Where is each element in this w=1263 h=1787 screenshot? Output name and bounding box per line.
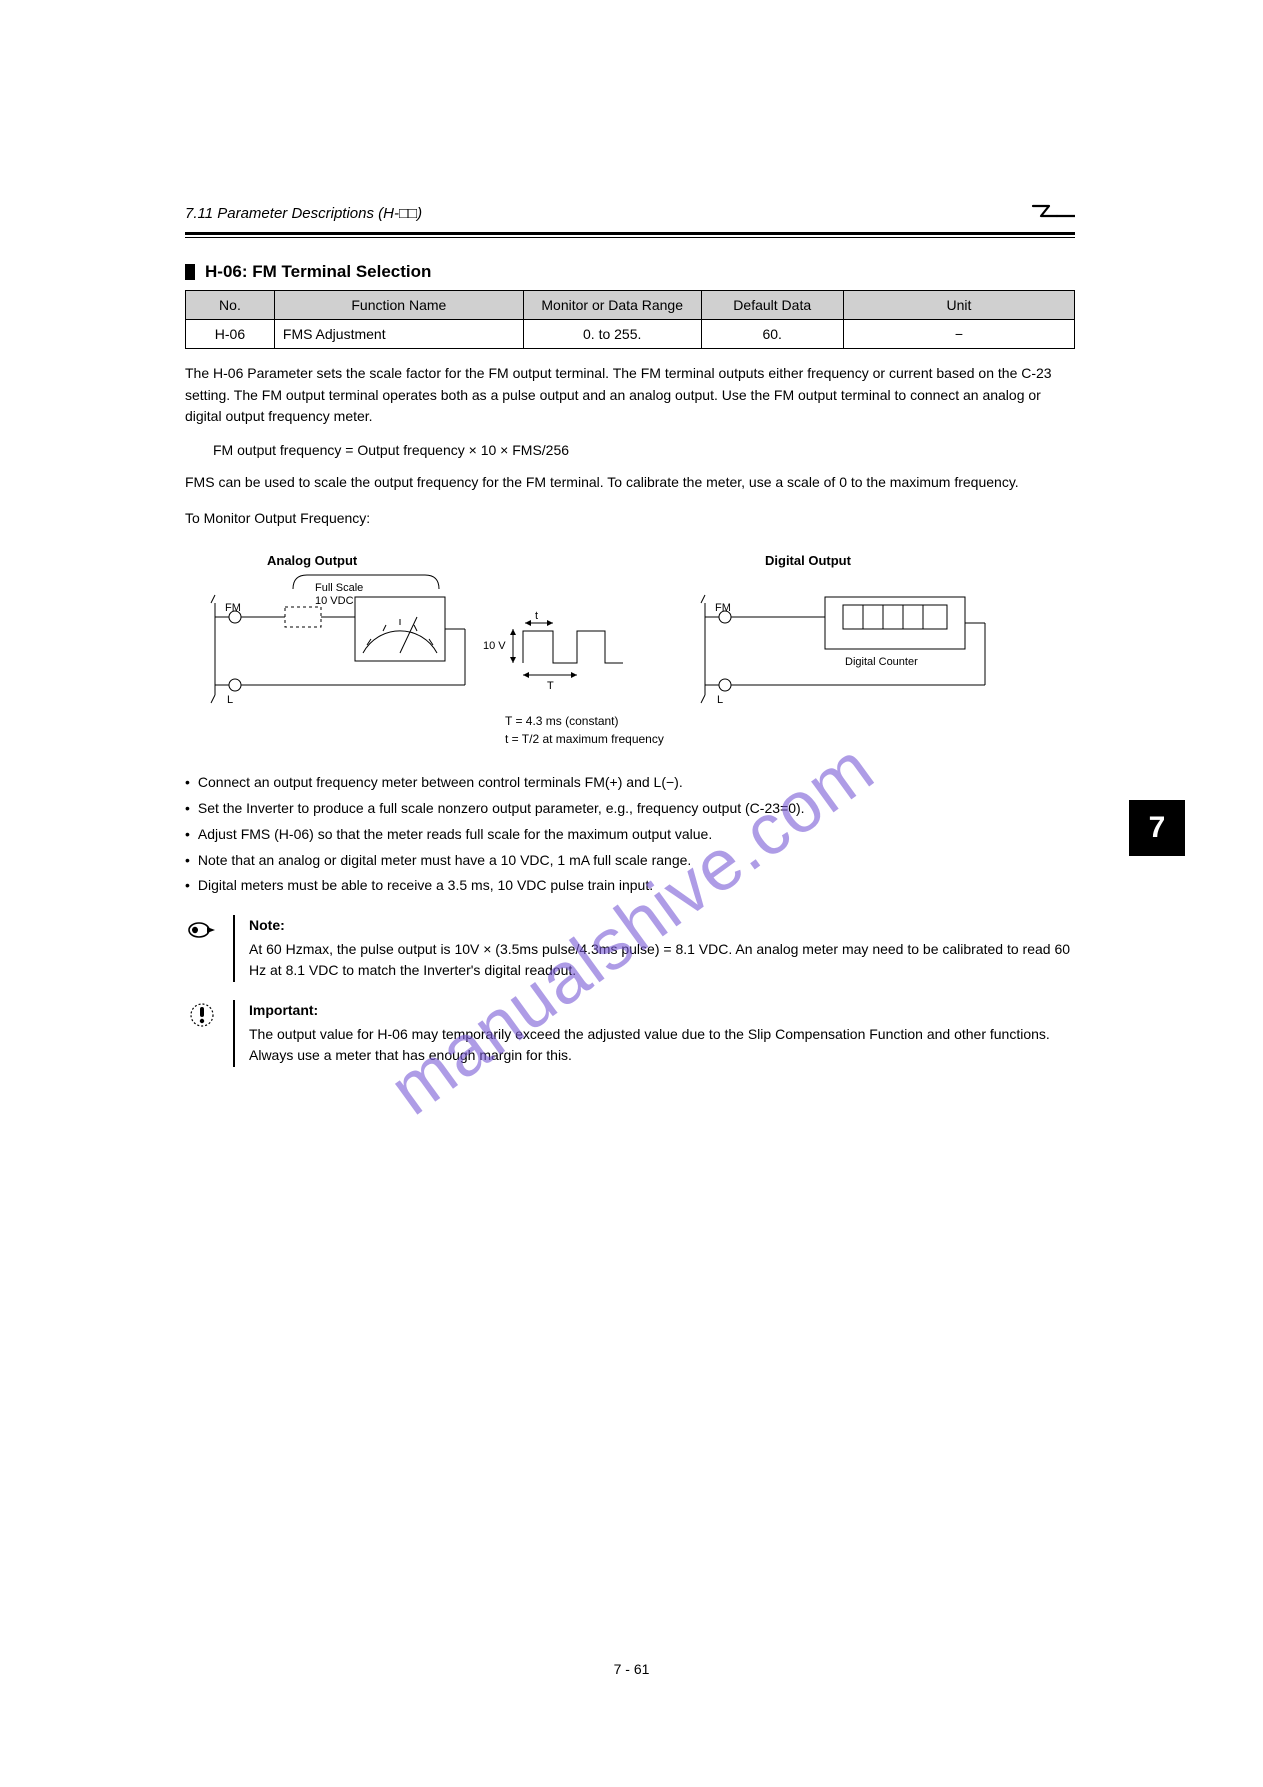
pencil-icon (185, 915, 219, 982)
note-text: At 60 Hzmax, the pulse output is 10V × (… (249, 939, 1075, 982)
term-fm: FM (225, 602, 241, 614)
running-head: 7.11 Parameter Descriptions (H-□□) (185, 205, 422, 222)
th-fname: Function Name (274, 291, 523, 320)
wiring-diagram: Analog Output Full Scale10 VDC, 1 mA FM (185, 545, 1075, 760)
cell-unit: − (843, 320, 1074, 349)
list-text: Adjust FMS (H-06) so that the meter read… (198, 824, 712, 846)
bullet-icon: • (185, 772, 190, 794)
list-item: • Connect an output frequency meter betw… (185, 772, 1075, 794)
formula: FM output frequency = Output frequency ×… (213, 442, 1075, 458)
pulse-t: t (535, 610, 538, 622)
analog-title: Analog Output (267, 553, 358, 568)
content-area: 7.11 Parameter Descriptions (H-□□) H-06:… (185, 200, 1075, 1067)
table-row: H-06 FMS Adjustment 0. to 255. 60. − (186, 320, 1075, 349)
th-unit: Unit (843, 291, 1074, 320)
section-heading: H-06: FM Terminal Selection (185, 262, 1075, 282)
section-title: H-06: FM Terminal Selection (205, 262, 431, 282)
important-body: Important: The output value for H-06 may… (249, 1000, 1075, 1067)
list-item: • Digital meters must be able to receive… (185, 875, 1075, 897)
th-default: Default Data (701, 291, 843, 320)
list-text: Note that an analog or digital meter mus… (198, 850, 691, 872)
page-number: 7 - 61 (614, 1661, 650, 1677)
bullet-icon: • (185, 824, 190, 846)
important-callout: Important: The output value for H-06 may… (185, 1000, 1075, 1067)
bullet-icon: • (185, 850, 190, 872)
alert-icon (185, 1000, 219, 1067)
cell-no: H-06 (186, 320, 275, 349)
term-l-d: L (717, 694, 723, 706)
bullet-icon: • (185, 875, 190, 897)
important-text: The output value for H-06 may temporaril… (249, 1024, 1075, 1067)
paragraph: FMS can be used to scale the output freq… (185, 472, 1075, 494)
pulse-amp: 10 V (483, 640, 506, 652)
pulse-f2: t = T/2 at maximum frequency (505, 732, 664, 746)
digital-title: Digital Output (765, 553, 852, 568)
list-text: Connect an output frequency meter betwee… (198, 772, 683, 794)
pulse-f1: T = 4.3 ms (constant) (505, 714, 619, 728)
logo-mark (1031, 200, 1075, 222)
list-text: Digital meters must be able to receive a… (198, 875, 653, 897)
rule-thin (185, 237, 1075, 238)
callout-rule (233, 1000, 235, 1067)
list-item: • Adjust FMS (H-06) so that the meter re… (185, 824, 1075, 846)
section-bullet-icon (185, 264, 195, 280)
th-no: No. (186, 291, 275, 320)
important-label: Important: (249, 1000, 1075, 1022)
chapter-tab: 7 (1129, 800, 1185, 856)
note-body: Note: At 60 Hzmax, the pulse output is 1… (249, 915, 1075, 982)
cell-default: 60. (701, 320, 843, 349)
term-l: L (227, 694, 233, 706)
cell-range: 0. to 255. (523, 320, 701, 349)
digital-box-label: Digital Counter (845, 656, 918, 668)
pulse-T: T (547, 680, 554, 692)
th-range: Monitor or Data Range (523, 291, 701, 320)
list-text: Set the Inverter to produce a full scale… (198, 798, 805, 820)
parameter-table: No. Function Name Monitor or Data Range … (185, 290, 1075, 349)
note-label: Note: (249, 915, 1075, 937)
callout-rule (233, 915, 235, 982)
diagram-caption: To Monitor Output Frequency: (185, 508, 1075, 530)
step-list: • Connect an output frequency meter betw… (185, 772, 1075, 896)
bullet-icon: • (185, 798, 190, 820)
page-header: 7.11 Parameter Descriptions (H-□□) (185, 200, 1075, 222)
rule-thick (185, 232, 1075, 235)
paragraph: The H-06 Parameter sets the scale factor… (185, 363, 1075, 428)
list-item: • Note that an analog or digital meter m… (185, 850, 1075, 872)
term-fm-d: FM (715, 602, 731, 614)
cell-fname: FMS Adjustment (274, 320, 523, 349)
chapter-number: 7 (1149, 811, 1166, 845)
list-item: • Set the Inverter to produce a full sca… (185, 798, 1075, 820)
document-page: 7.11 Parameter Descriptions (H-□□) H-06:… (0, 0, 1263, 1787)
note-callout: Note: At 60 Hzmax, the pulse output is 1… (185, 915, 1075, 982)
